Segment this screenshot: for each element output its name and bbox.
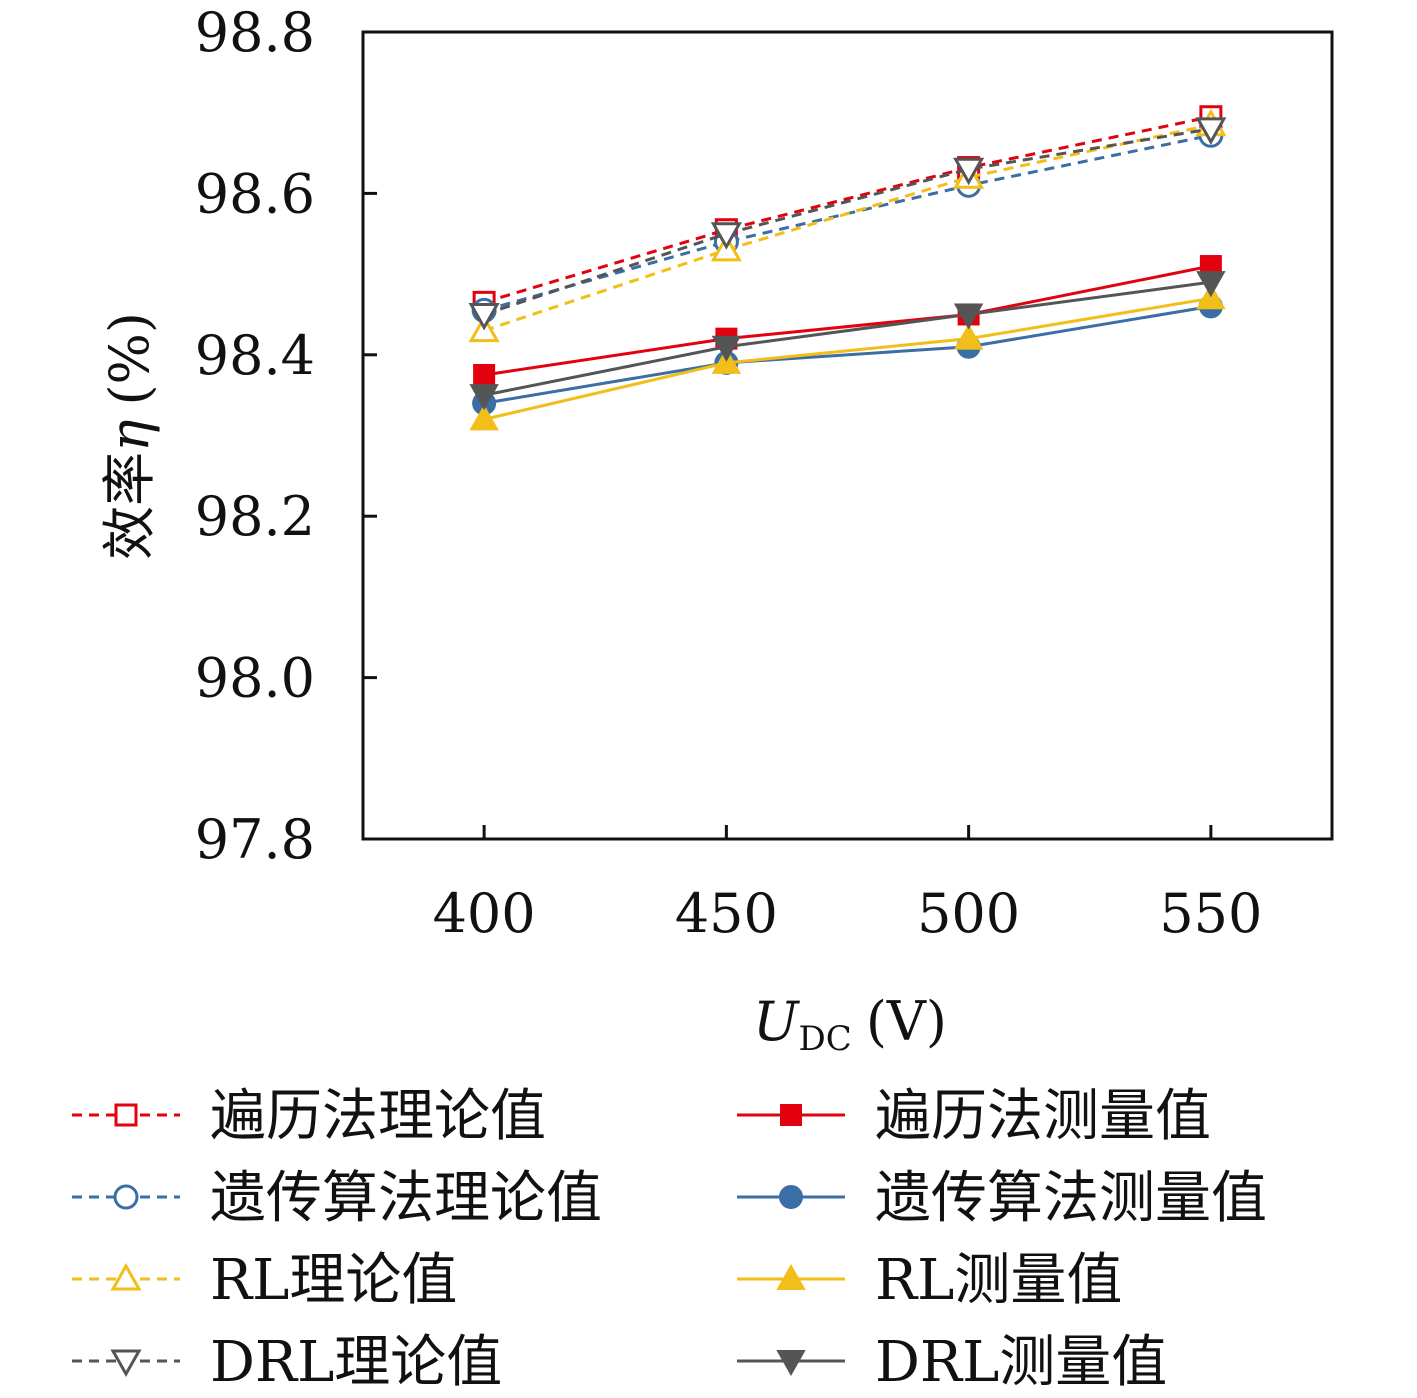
legend-label: RL理论值 [210, 1248, 457, 1313]
legend-marker [776, 1350, 806, 1377]
data-point [1195, 117, 1227, 145]
legend-label: 遍历法理论值 [210, 1084, 546, 1149]
data-point [953, 323, 984, 350]
x-tick-label: 450 [675, 882, 778, 945]
series-2 [473, 255, 1222, 386]
series-line [483, 115, 1212, 304]
legend-item: 遍历法测量值 [737, 1084, 1211, 1149]
series-6 [469, 283, 1226, 431]
series-line [483, 296, 1212, 421]
series-7 [468, 117, 1227, 331]
y-tick-label: 98.6 [195, 162, 315, 225]
series-layer [468, 105, 1227, 431]
x-tick-label: 400 [433, 882, 536, 945]
data-point [468, 302, 500, 331]
series-line [483, 123, 1212, 333]
legend-item: DRL测量值 [737, 1330, 1167, 1395]
data-point [710, 222, 742, 250]
series-line [483, 304, 1212, 405]
legend-marker [110, 1262, 142, 1291]
legend-marker [780, 1104, 802, 1126]
y-axis-label-prefix: 效率 [98, 452, 161, 560]
legend-item: 遗传算法理论值 [72, 1166, 602, 1231]
legend-label: RL测量值 [875, 1248, 1122, 1313]
legend-label: 遗传算法测量值 [875, 1166, 1267, 1231]
legend-label: DRL测量值 [875, 1330, 1167, 1395]
series-8 [469, 271, 1226, 411]
data-point [711, 335, 742, 362]
legend-marker [776, 1263, 806, 1290]
series-line [483, 133, 1212, 312]
legend-label: 遍历法测量值 [875, 1084, 1211, 1149]
data-point [953, 303, 984, 330]
data-point [469, 404, 499, 431]
series-line [483, 127, 1212, 316]
legend-label: DRL理论值 [210, 1330, 502, 1395]
y-axis-label-unit: (%) [98, 312, 161, 405]
x-axis-label-symbol: U [753, 990, 800, 1053]
legend-item: 遍历法理论值 [72, 1084, 546, 1149]
x-axis-label-unit: (V) [866, 990, 947, 1053]
legend-item: DRL理论值 [72, 1330, 502, 1395]
x-tick-label: 500 [917, 882, 1020, 945]
series-3 [471, 122, 1224, 323]
ticks-layer: 400 450 500 550 97.8 98.0 98.2 98.4 98.6 98.8 [195, 1, 1263, 945]
data-point [953, 157, 985, 186]
x-axis-label: UDC (V) [753, 990, 947, 1059]
x-tick-label: 550 [1159, 882, 1262, 945]
legend-item: RL测量值 [737, 1248, 1122, 1313]
y-tick-label: 98.2 [195, 485, 315, 548]
y-tick-label: 98.4 [195, 324, 315, 387]
data-point [1196, 271, 1226, 298]
data-point [469, 384, 499, 411]
y-tick-label: 97.8 [195, 808, 315, 871]
legend-marker [114, 1103, 138, 1127]
legend-item: RL理论值 [72, 1248, 457, 1313]
y-tick-label: 98.0 [195, 647, 315, 710]
legend-item: 遗传算法测量值 [737, 1166, 1267, 1231]
y-axis-label: 效率η (%) [98, 312, 161, 560]
legend-marker [110, 1349, 142, 1378]
plot-frame [361, 30, 1334, 841]
legend-marker [113, 1184, 139, 1210]
y-axis-label-symbol: η [98, 420, 161, 452]
legend-label: 遗传算法理论值 [210, 1166, 602, 1231]
series-line [483, 264, 1212, 377]
legend-marker [779, 1185, 803, 1209]
data-point [473, 363, 496, 386]
x-axis-label-subscript: DC [799, 1019, 852, 1059]
series-line [483, 280, 1212, 397]
y-tick-label: 98.8 [195, 1, 315, 64]
